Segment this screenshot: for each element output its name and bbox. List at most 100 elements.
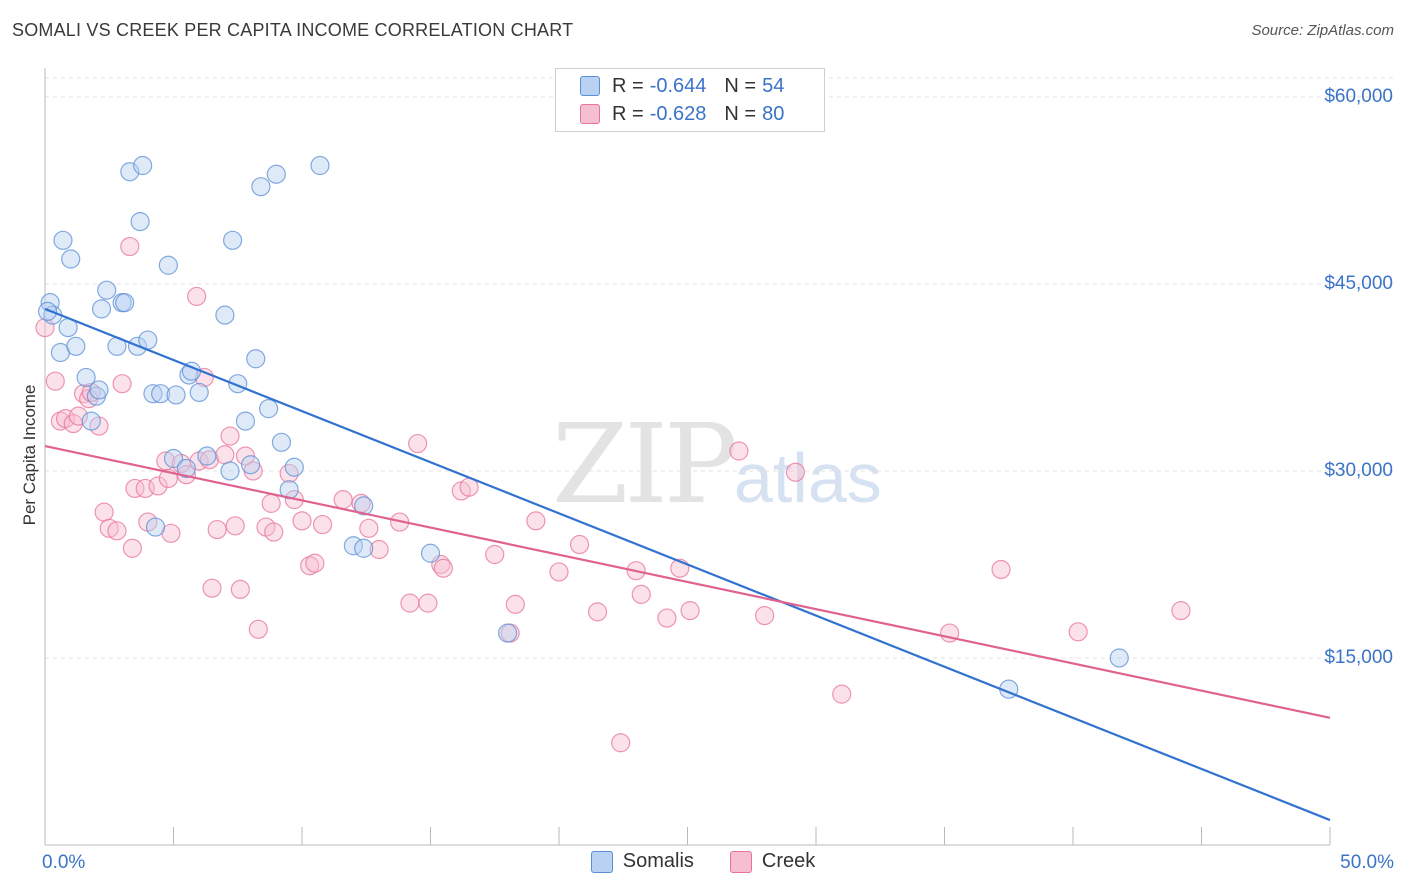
point-creek xyxy=(333,490,353,510)
point-creek xyxy=(400,593,420,613)
legend-r-label: R = xyxy=(612,74,644,97)
point-somalis xyxy=(215,305,235,325)
point-somalis xyxy=(37,301,58,321)
point-creek xyxy=(300,556,320,576)
point-creek xyxy=(264,522,284,542)
y-tick-label: $60,000 xyxy=(1324,85,1393,107)
point-somalis xyxy=(189,382,209,403)
point-creek xyxy=(549,562,569,582)
point-somalis xyxy=(89,380,109,400)
point-somalis xyxy=(76,367,96,388)
point-somalis xyxy=(246,349,266,369)
point-creek xyxy=(785,462,806,482)
point-somalis xyxy=(97,280,117,300)
bottom-legend: Somalis Creek xyxy=(0,850,1406,873)
bottom-legend-swatch-somalis xyxy=(590,850,613,873)
bottom-legend-somalis: Somalis xyxy=(590,850,694,873)
point-creek xyxy=(359,518,379,538)
data-points xyxy=(35,155,1191,753)
point-creek xyxy=(1068,622,1088,642)
point-creek xyxy=(279,463,299,484)
point-creek xyxy=(526,511,546,531)
point-somalis xyxy=(163,448,184,469)
point-creek xyxy=(1171,601,1191,621)
y-tick-label: $15,000 xyxy=(1324,646,1393,668)
point-creek xyxy=(991,559,1011,580)
point-somalis xyxy=(166,385,186,405)
bottom-legend-swatch-creek xyxy=(729,850,752,873)
point-creek xyxy=(408,433,428,454)
point-creek xyxy=(433,558,453,578)
legend-swatch-creek xyxy=(580,104,600,124)
point-somalis xyxy=(271,432,292,452)
point-creek xyxy=(120,236,140,257)
legend-n-label: N = xyxy=(724,102,757,125)
legend-n-label: N = xyxy=(724,74,757,97)
point-creek xyxy=(248,619,268,639)
point-somalis xyxy=(81,411,101,431)
y-tick-label: $45,000 xyxy=(1324,272,1393,294)
point-somalis xyxy=(251,177,271,197)
point-somalis xyxy=(1109,648,1129,668)
point-creek xyxy=(832,684,852,704)
point-creek xyxy=(305,553,325,573)
point-creek xyxy=(107,521,127,541)
point-creek xyxy=(81,382,101,403)
point-somalis xyxy=(61,249,81,269)
point-somalis xyxy=(91,299,112,319)
legend-row-somalis: R = -0.644 N = 54 xyxy=(580,73,802,99)
trendline-creek xyxy=(44,444,1331,719)
point-creek xyxy=(45,371,65,391)
trendline-somalis xyxy=(44,307,1331,822)
axes xyxy=(44,68,1331,846)
point-somalis xyxy=(115,293,135,313)
legend-r-value: -0.628 xyxy=(649,102,707,125)
point-creek xyxy=(680,601,700,621)
point-creek xyxy=(729,441,749,461)
point-somalis xyxy=(498,623,518,643)
point-somalis xyxy=(158,255,178,275)
bottom-legend-creek: Creek xyxy=(729,850,816,873)
point-somalis xyxy=(241,455,261,475)
point-creek xyxy=(207,519,227,540)
grid-lines xyxy=(45,77,1395,659)
legend-n-value: 54 xyxy=(762,74,785,97)
x-tick-label: 50.0% xyxy=(1340,852,1394,873)
source-label: Source: ZipAtlas.com xyxy=(1251,22,1394,39)
trend-lines xyxy=(44,307,1331,822)
point-somalis xyxy=(66,336,86,356)
point-somalis xyxy=(284,457,304,477)
point-creek xyxy=(292,511,312,531)
point-creek xyxy=(215,445,235,465)
legend-r-label: R = xyxy=(612,102,644,125)
point-creek xyxy=(202,578,222,598)
legend-swatch-somalis xyxy=(580,76,600,96)
point-creek xyxy=(312,514,333,535)
legend-r-value: -0.644 xyxy=(649,74,707,97)
bottom-legend-label: Creek xyxy=(761,850,816,872)
point-somalis xyxy=(197,446,217,466)
point-creek xyxy=(148,476,168,496)
point-somalis xyxy=(143,384,163,404)
y-tick-label: $30,000 xyxy=(1324,459,1393,481)
point-somalis xyxy=(354,538,374,558)
point-somalis xyxy=(130,212,150,232)
point-somalis xyxy=(223,230,243,250)
point-creek xyxy=(657,608,677,628)
chart-title: SOMALI VS CREEK PER CAPITA INCOME CORREL… xyxy=(12,20,574,40)
x-tick-label: 0.0% xyxy=(42,852,86,873)
watermark: ZIPatlas xyxy=(552,400,882,528)
point-somalis xyxy=(151,384,171,404)
point-creek xyxy=(225,516,245,536)
point-creek xyxy=(569,534,590,555)
point-somalis xyxy=(258,399,279,419)
y-axis-label: Per Capita Income xyxy=(20,384,39,526)
point-creek xyxy=(230,579,250,600)
point-creek xyxy=(220,426,240,446)
point-creek xyxy=(611,733,631,753)
legend-row-creek: R = -0.628 N = 80 xyxy=(580,101,802,127)
point-creek xyxy=(122,538,142,558)
point-somalis xyxy=(176,458,196,479)
legend-box: R = -0.644 N = 54 R = -0.628 N = 80 xyxy=(555,68,825,132)
